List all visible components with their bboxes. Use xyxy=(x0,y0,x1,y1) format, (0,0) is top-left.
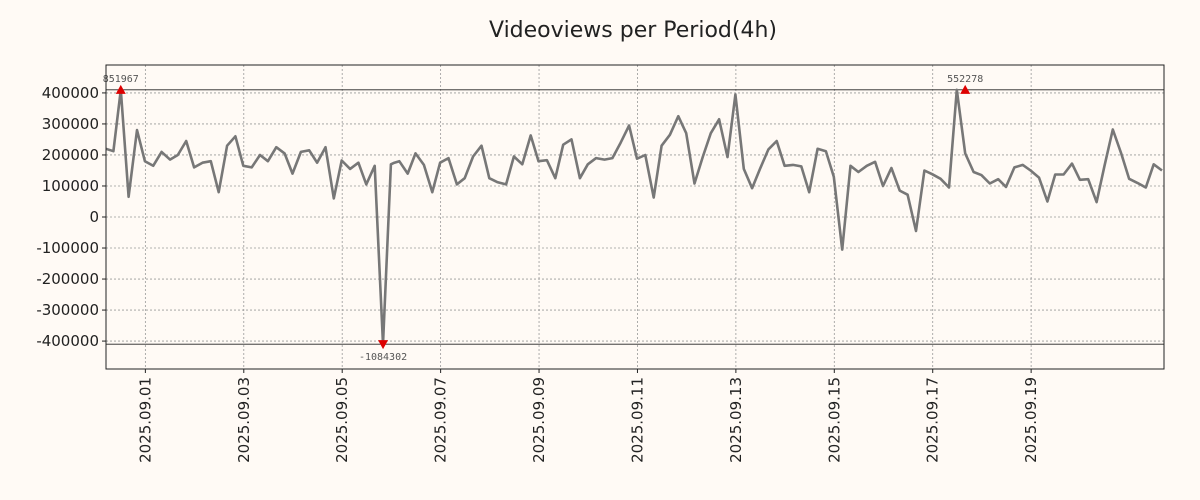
x-tick-label: 2025.09.09 xyxy=(530,377,548,463)
x-tick-label: 2025.09.19 xyxy=(1022,377,1040,463)
peak-markers: 851967 -1084302 552278 xyxy=(103,74,984,363)
y-tick-label: -300000 xyxy=(36,301,99,319)
series-line xyxy=(105,88,1163,346)
x-tick-label: 2025.09.17 xyxy=(924,377,942,463)
y-tick-label: -100000 xyxy=(36,239,99,257)
y-tick-label: 300000 xyxy=(42,115,99,133)
x-tick-label: 2025.09.07 xyxy=(432,377,450,463)
plot-frame xyxy=(105,64,1165,370)
peak-marker xyxy=(115,84,126,94)
peak-label: 851967 xyxy=(103,74,139,85)
clip-lines xyxy=(106,89,1164,345)
y-axis-ticks: 400000 300000 200000 100000 0 -100000 -200000 -… xyxy=(36,84,106,350)
peak-label: -1084302 xyxy=(359,352,407,363)
peak-marker xyxy=(960,84,971,94)
y-tick-label: 200000 xyxy=(42,146,99,164)
chart-title: Videoviews per Period(4h) xyxy=(489,18,777,43)
peak-marker xyxy=(378,340,389,350)
x-axis-ticks: 2025.09.01 2025.09.03 2025.09.05 2025.09.07… xyxy=(136,369,1040,463)
series-lines xyxy=(105,88,1163,346)
grid-layer xyxy=(106,65,1164,369)
x-tick-label: 2025.09.05 xyxy=(333,377,351,463)
y-tick-label: 0 xyxy=(89,208,99,226)
y-tick-label: 400000 xyxy=(42,84,99,102)
x-tick-label: 2025.09.03 xyxy=(235,377,253,463)
x-tick-label: 2025.09.01 xyxy=(136,377,154,463)
y-tick-label: -200000 xyxy=(36,270,99,288)
y-tick-label: -400000 xyxy=(36,332,99,350)
x-tick-label: 2025.09.11 xyxy=(628,377,646,463)
peak-label: 552278 xyxy=(947,74,983,85)
x-tick-label: 2025.09.13 xyxy=(727,377,745,463)
y-tick-label: 100000 xyxy=(42,177,99,195)
x-tick-label: 2025.09.15 xyxy=(825,377,843,463)
